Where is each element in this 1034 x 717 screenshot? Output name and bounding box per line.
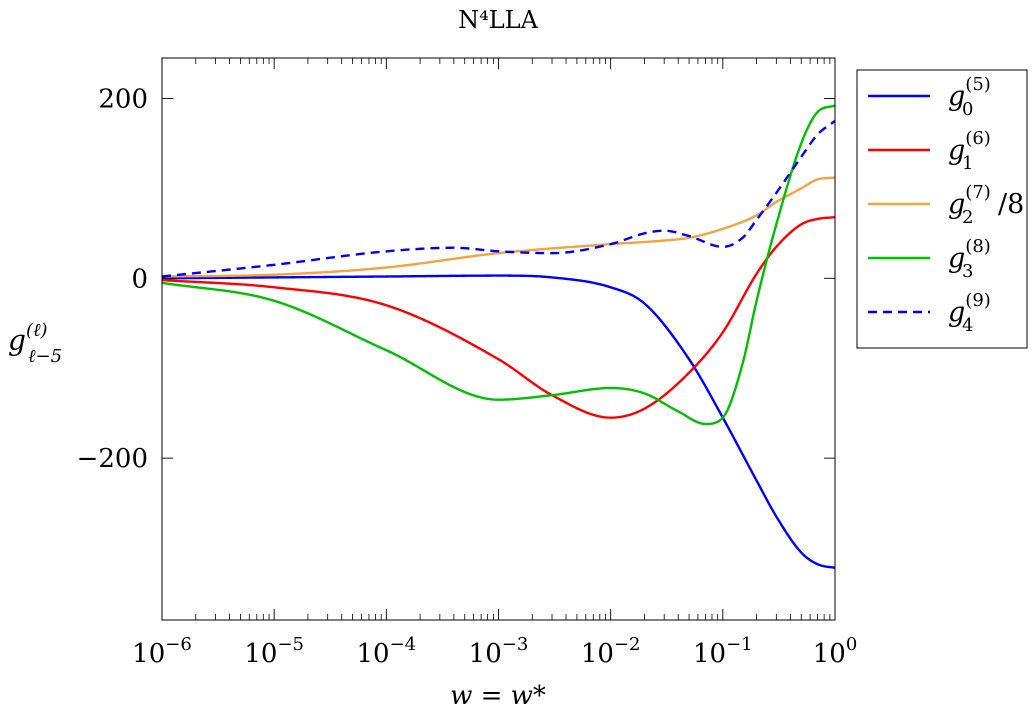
chart-title: N⁴LLA — [458, 6, 538, 34]
x-tick-label-0: 10−6 — [132, 634, 192, 669]
legend-label-2: g(7) 2/8 — [948, 182, 1024, 228]
y-tick-label-0: 200 — [98, 84, 148, 114]
plot-area — [162, 104, 835, 570]
x-axis-label: w = w* — [450, 681, 546, 711]
legend: g(5) 0 g(6) 1 g(7) 2/8 g(8) 3 g(9) 4 — [856, 69, 1028, 349]
legend-label-1: g(6) 1 — [948, 128, 991, 174]
legend-label-0: g(5) 0 — [948, 74, 991, 120]
y-tick-label-2: −200 — [77, 444, 148, 474]
legend-label-4: g(9) 4 — [948, 290, 991, 336]
x-axis-label-text: w = w* — [450, 681, 546, 711]
legend-label-3: g(8) 3 — [948, 236, 991, 282]
x-tick-label-1: 10−5 — [244, 634, 304, 669]
series-line-0 — [162, 274, 835, 570]
axes: 10−6 10−5 10−4 10−3 10−2 10−1 100 200 0 −200 — [77, 57, 858, 669]
series-line-3 — [162, 104, 835, 426]
y-tick-label-1: 0 — [131, 264, 148, 294]
y-axis-label-text: g(ℓ) ℓ−5 — [8, 320, 62, 367]
x-tick-label-6: 100 — [813, 634, 858, 669]
series-line-2 — [162, 176, 835, 278]
legend-box — [856, 69, 1028, 349]
plot-frame — [161, 57, 836, 621]
x-tick-label-3: 10−3 — [469, 634, 529, 669]
x-tick-label-2: 10−4 — [357, 634, 417, 669]
x-tick-label-4: 10−2 — [581, 634, 641, 669]
series-line-4 — [162, 119, 835, 278]
series-line-1 — [162, 215, 835, 419]
x-tick-label-5: 10−1 — [693, 634, 753, 669]
y-axis-label: g(ℓ) ℓ−5 — [8, 320, 62, 367]
